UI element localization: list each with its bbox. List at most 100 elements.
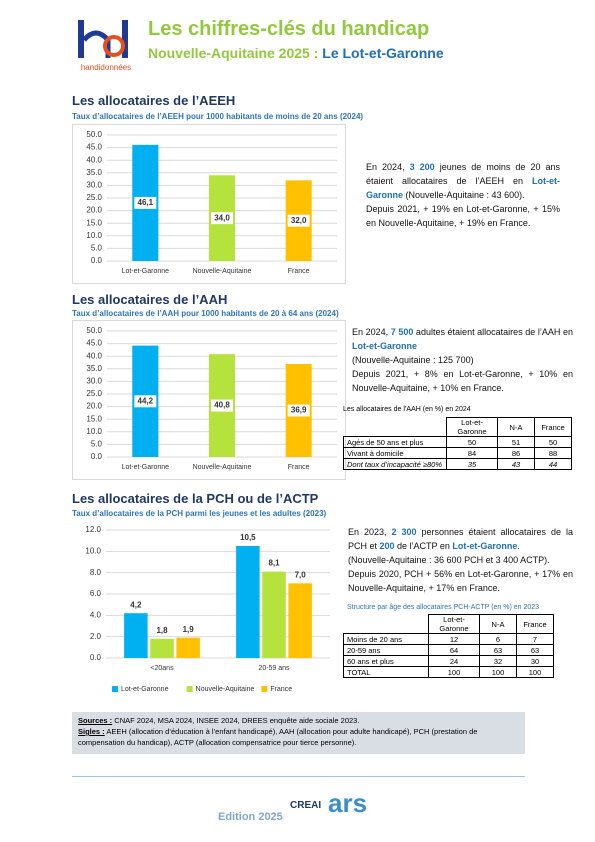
y-tick-label: 0.0 bbox=[90, 653, 102, 662]
row: Vivant à domicile 84 86 88 bbox=[343, 447, 572, 459]
cell: 60 ans et plus bbox=[343, 655, 429, 667]
cell: 12 bbox=[428, 633, 480, 645]
cell: 43 bbox=[497, 458, 535, 470]
subtitle: Nouvelle-Aquitaine 2025 : Le Lot-et-Garo… bbox=[148, 45, 444, 61]
table-wrap: Lot-et-Garonne N-A France Moins de 20 ans 12… bbox=[343, 614, 554, 678]
table-title: Les allocataires de l’AAH (en %) en 2024 bbox=[343, 406, 471, 413]
legend-label: France bbox=[270, 686, 292, 693]
text-run: En 2024, bbox=[366, 162, 410, 172]
highlight: Lot-et-Garonne bbox=[366, 176, 560, 200]
text-run: (Nouvelle-Aquitaine : 36 600 PCH et 3 40… bbox=[348, 555, 550, 565]
label-bg bbox=[287, 214, 310, 227]
paragraph-block: En 2023, 2 300 personnes étaient allocat… bbox=[348, 525, 573, 595]
table-wrap: Lot-et-Garonne N-A France Agés de 50 ans et… bbox=[343, 417, 572, 470]
paragraph: (Nouvelle-Aquitaine : 36 600 PCH et 3 40… bbox=[348, 553, 573, 567]
header-cell: France bbox=[534, 417, 572, 437]
y-tick-label: 40.0 bbox=[86, 351, 102, 360]
value-label: 46,1 bbox=[138, 198, 154, 207]
highlight: 3 200 bbox=[409, 162, 435, 172]
bar bbox=[236, 546, 260, 658]
paragraph: En 2024, 3 200 jeunes de moins de 20 ans… bbox=[366, 160, 560, 202]
y-tick-label: 4.0 bbox=[90, 610, 102, 619]
bar bbox=[176, 637, 200, 658]
territory: Le Lot-et-Garonne bbox=[322, 45, 444, 61]
y-tick-label: 6.0 bbox=[90, 589, 102, 598]
footer-notes: Sources : CNAF 2024, MSA 2024, INSEE 202… bbox=[72, 712, 525, 754]
chart: 0.0 5.0 10.0 15.0 20.0 25.0 30.0 35.0 40.0 45.0 50… bbox=[72, 320, 346, 480]
text-run: adultes étaient allocataires de l’AAH en bbox=[413, 327, 573, 337]
cell: 50 bbox=[534, 436, 572, 448]
legend-label: Nouvelle-Aquitaine bbox=[196, 686, 255, 693]
logo: handidonnées bbox=[78, 20, 131, 72]
x-tick-label: Nouvelle-Aquitaine bbox=[193, 464, 252, 471]
highlight: Lot-et-Garonne bbox=[352, 341, 417, 351]
header-cell: N-A bbox=[479, 614, 517, 634]
legend-swatch bbox=[261, 686, 268, 692]
logo-shape bbox=[122, 20, 128, 58]
value-label: 32,0 bbox=[291, 216, 307, 225]
value-label: 8,1 bbox=[268, 559, 280, 568]
y-tick-label: 5.0 bbox=[91, 244, 103, 253]
row: 20-59 ans 64 63 63 bbox=[343, 644, 554, 656]
title: Les chiffres-clés du handicap bbox=[148, 18, 430, 40]
cell: 50 bbox=[446, 436, 498, 448]
text-run: Depuis 2021, + 19% en Lot-et-Garonne, + … bbox=[366, 204, 560, 228]
x-tick-label: 20-59 ans bbox=[258, 665, 290, 672]
text-run: (Nouvelle-Aquitaine : 125 700) bbox=[352, 355, 474, 365]
text-run: Depuis 2021, + 8% en Lot-et-Garonne, + 1… bbox=[352, 369, 573, 393]
paragraph: Depuis 2021, + 19% en Lot-et-Garonne, + … bbox=[366, 202, 560, 230]
text-run: (Nouvelle-Aquitaine : 43 600). bbox=[403, 190, 525, 200]
row: Agés de 50 ans et plus 50 51 50 bbox=[343, 436, 572, 448]
cell: 30 bbox=[516, 655, 554, 667]
value-label: 36,9 bbox=[291, 406, 307, 415]
text-run: . bbox=[517, 541, 520, 551]
y-tick-label: 0.0 bbox=[91, 452, 103, 461]
chart: 0.0 5.0 10.0 15.0 20.0 25.0 30.0 35.0 40.0 45.0 50… bbox=[72, 124, 346, 284]
logo-shape bbox=[103, 35, 125, 57]
header-row: Lot-et-Garonne N-A France bbox=[344, 417, 572, 437]
y-tick-label: 35.0 bbox=[86, 364, 102, 373]
sigles: AEEH (allocation d’éducation à l’enfant … bbox=[78, 727, 478, 747]
value-label: 40,8 bbox=[214, 401, 230, 410]
cell: 20-59 ans bbox=[343, 644, 429, 656]
header-cell: Lot-et-Garonne bbox=[446, 417, 498, 437]
value-label: 7,0 bbox=[295, 570, 307, 579]
y-tick-label: 30.0 bbox=[86, 181, 102, 190]
x-tick-label: France bbox=[288, 464, 310, 471]
cell: 63 bbox=[479, 644, 517, 656]
y-tick-label: 10.0 bbox=[86, 427, 102, 436]
cell: 35 bbox=[446, 458, 498, 470]
value-label: 1,9 bbox=[183, 625, 195, 634]
y-tick-label: 25.0 bbox=[86, 389, 102, 398]
y-tick-label: 40.0 bbox=[86, 155, 102, 164]
highlight: 2 300 bbox=[391, 527, 417, 537]
paragraph: (Nouvelle-Aquitaine : 125 700) bbox=[352, 353, 573, 367]
value-label: 44,2 bbox=[138, 396, 154, 405]
partner-logo: CREAI bbox=[290, 800, 322, 811]
y-tick-label: 10.0 bbox=[85, 546, 101, 555]
y-tick-label: 8.0 bbox=[90, 568, 102, 577]
table-title: Structure par âge des allocataires PCH-A… bbox=[347, 604, 540, 611]
cell: 100 bbox=[479, 666, 517, 678]
partner-logo: ars bbox=[328, 788, 368, 818]
x-tick-label: <20ans bbox=[150, 665, 174, 672]
label: Sources : bbox=[78, 716, 113, 725]
cell: 44 bbox=[534, 458, 572, 470]
y-tick-label: 20.0 bbox=[86, 402, 102, 411]
label: Sigles : bbox=[78, 727, 105, 736]
text-run: En 2023, bbox=[348, 527, 392, 537]
legend-swatch bbox=[112, 686, 118, 692]
text-run: jeunes de moins de 20 ans étaient alloca… bbox=[366, 162, 561, 186]
y-tick-label: 45.0 bbox=[86, 339, 102, 348]
y-tick-label: 20.0 bbox=[86, 206, 102, 215]
table: Lot-et-Garonne N-A France Agés de 50 ans et… bbox=[343, 417, 572, 470]
paragraph: Depuis 2020, PCH + 56% en Lot-et-Garonne… bbox=[348, 567, 573, 595]
y-tick-label: 25.0 bbox=[86, 193, 102, 202]
cell: Vivant à domicile bbox=[343, 447, 447, 459]
y-tick-label: 30.0 bbox=[86, 377, 102, 386]
cell: 100 bbox=[516, 666, 554, 678]
header-cell: N-A bbox=[497, 417, 535, 437]
cell: Moins de 20 ans bbox=[343, 633, 429, 645]
bar bbox=[262, 571, 286, 658]
cell: 63 bbox=[516, 644, 554, 656]
